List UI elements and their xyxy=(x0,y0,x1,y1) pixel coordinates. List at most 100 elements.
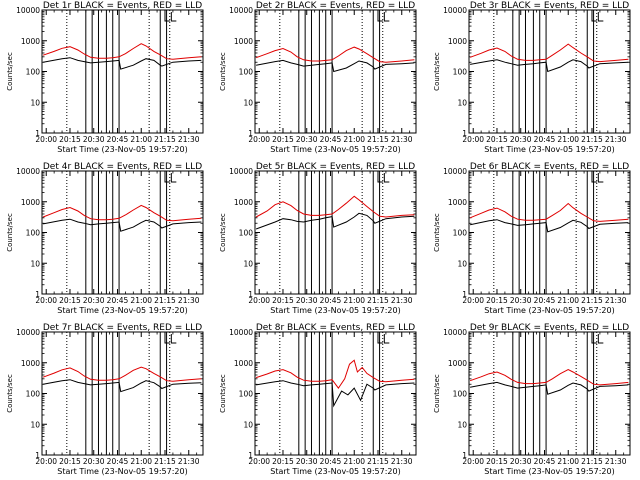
panel-title: Det 9r BLACK = Events, RED = LLD xyxy=(470,323,629,333)
y-tick-label: 100 xyxy=(26,229,41,238)
x-axis-label: Start Time (23-Nov-05 19:57:20) xyxy=(484,467,614,476)
x-tick-label: 20:00 xyxy=(462,457,484,466)
y-tick-label: 10000 xyxy=(16,6,40,15)
x-tick-label: 20:00 xyxy=(462,135,484,144)
series-line-lld xyxy=(255,195,415,218)
series-line-events xyxy=(43,379,202,393)
y-tick-label: 1 xyxy=(35,290,40,299)
y-axis-label: Counts/sec xyxy=(219,213,227,252)
x-tick-label: 21:00 xyxy=(130,296,152,305)
x-tick-label: 20:15 xyxy=(59,296,81,305)
y-tick-label: 10 xyxy=(30,98,40,107)
x-tick-label: 21:30 xyxy=(391,135,413,144)
panel-title: Det 2r BLACK = Events, RED = LLD xyxy=(256,1,415,11)
x-tick-label: 20:00 xyxy=(35,457,57,466)
y-tick-label: 1000 xyxy=(21,359,40,368)
panel-title: Det 4r BLACK = Events, RED = LLD xyxy=(43,162,202,172)
bracket-marker xyxy=(383,334,390,344)
x-tick-label: 20:30 xyxy=(510,457,532,466)
bracket-marker xyxy=(383,12,390,22)
y-tick-label: 1000 xyxy=(448,37,467,46)
x-tick-label: 20:00 xyxy=(248,457,270,466)
bracket-marker xyxy=(591,334,597,344)
x-axis-label: Start Time (23-Nov-05 19:57:20) xyxy=(484,306,614,315)
x-tick-label: 20:45 xyxy=(107,296,129,305)
y-tick-label: 1000 xyxy=(21,37,40,46)
panel-title: Det 6r BLACK = Events, RED = LLD xyxy=(470,162,629,172)
x-tick-label: 20:30 xyxy=(83,135,105,144)
series-line-lld xyxy=(42,366,202,382)
panel-3: Det 3r BLACK = Events, RED = LLD 1 10 100 10… xyxy=(433,1,631,154)
plot-frame xyxy=(41,331,204,456)
series-line-events xyxy=(255,212,415,230)
y-axis-label: Counts/sec xyxy=(6,52,14,91)
bracket-marker xyxy=(170,12,177,22)
y-tick-label: 1000 xyxy=(21,198,40,207)
x-tick-label: 20:15 xyxy=(272,457,294,466)
x-tick-label: 20:45 xyxy=(534,457,556,466)
x-tick-label: 21:30 xyxy=(178,296,200,305)
bracket-marker xyxy=(170,173,177,183)
x-axis-label: Start Time (23-Nov-05 19:57:20) xyxy=(57,306,187,315)
x-tick-label: 21:15 xyxy=(367,296,389,305)
y-tick-label: 10 xyxy=(30,420,40,429)
plot-frame xyxy=(468,9,631,134)
y-tick-label: 100 xyxy=(453,68,468,77)
panel-5: Det 5r BLACK = Events, RED = LLD 1 10 100 10… xyxy=(219,162,417,315)
x-tick-label: 21:00 xyxy=(343,296,365,305)
y-tick-label: 1 xyxy=(462,451,467,460)
x-tick-label: 20:45 xyxy=(534,296,556,305)
y-tick-label: 10000 xyxy=(229,6,253,15)
x-tick-label: 20:00 xyxy=(35,296,57,305)
x-tick-label: 20:00 xyxy=(248,296,270,305)
x-tick-label: 20:15 xyxy=(486,296,508,305)
y-axis-label: Counts/sec xyxy=(433,374,441,413)
y-tick-label: 10 xyxy=(243,420,253,429)
y-tick-label: 10 xyxy=(243,98,253,107)
y-tick-label: 1000 xyxy=(448,198,467,207)
x-tick-label: 20:45 xyxy=(107,457,129,466)
x-tick-label: 20:00 xyxy=(248,135,270,144)
y-axis-label: Counts/sec xyxy=(6,374,14,413)
x-tick-label: 21:15 xyxy=(367,457,389,466)
x-tick-label: 20:45 xyxy=(534,135,556,144)
series-line-lld xyxy=(469,43,629,63)
y-tick-label: 10 xyxy=(457,259,467,268)
panel-9: Det 9r BLACK = Events, RED = LLD 1 10 100 10… xyxy=(433,323,631,476)
x-tick-label: 21:30 xyxy=(391,296,413,305)
x-tick-label: 20:30 xyxy=(510,135,532,144)
y-tick-label: 10000 xyxy=(443,167,467,176)
bracket-marker xyxy=(591,12,597,22)
bracket-marker xyxy=(377,334,383,344)
y-tick-label: 1000 xyxy=(234,359,253,368)
x-tick-label: 21:15 xyxy=(154,135,176,144)
series-line-events xyxy=(470,381,629,395)
y-tick-label: 1000 xyxy=(448,359,467,368)
y-tick-label: 100 xyxy=(26,390,41,399)
x-tick-label: 20:00 xyxy=(462,296,484,305)
x-tick-label: 21:15 xyxy=(367,135,389,144)
x-tick-label: 21:15 xyxy=(581,135,603,144)
y-tick-label: 10000 xyxy=(16,328,40,337)
bracket-marker xyxy=(170,334,177,344)
y-tick-label: 10000 xyxy=(16,167,40,176)
y-tick-label: 1 xyxy=(248,129,253,138)
x-axis-label: Start Time (23-Nov-05 19:57:20) xyxy=(57,467,187,476)
x-tick-label: 20:30 xyxy=(296,135,318,144)
series-line-events xyxy=(256,380,415,408)
y-tick-label: 10 xyxy=(457,98,467,107)
x-tick-label: 21:30 xyxy=(178,135,200,144)
x-tick-label: 20:15 xyxy=(272,135,294,144)
x-tick-label: 21:00 xyxy=(557,135,579,144)
y-tick-label: 1 xyxy=(462,129,467,138)
x-tick-label: 21:15 xyxy=(581,296,603,305)
x-tick-label: 20:45 xyxy=(107,135,129,144)
bracket-marker xyxy=(377,173,383,183)
x-axis-label: Start Time (23-Nov-05 19:57:20) xyxy=(270,145,400,154)
plot-frame xyxy=(468,170,631,295)
y-tick-label: 100 xyxy=(239,68,254,77)
plot-frame xyxy=(254,331,417,456)
x-axis-label: Start Time (23-Nov-05 19:57:20) xyxy=(270,306,400,315)
x-tick-label: 21:15 xyxy=(581,457,603,466)
y-tick-label: 100 xyxy=(239,390,254,399)
